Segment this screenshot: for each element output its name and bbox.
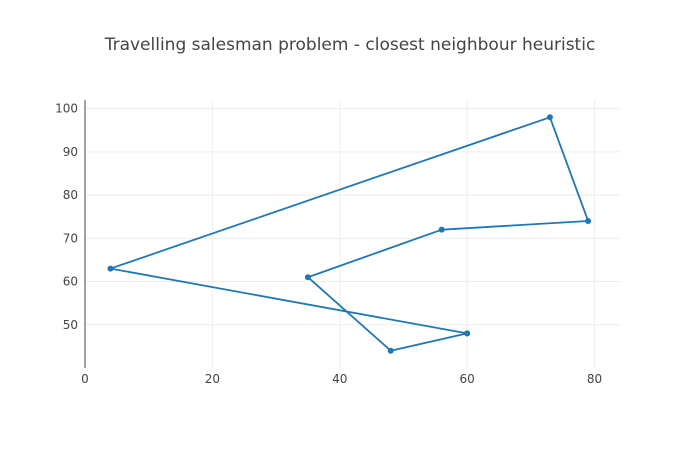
x-tick-label: 80 — [587, 372, 602, 386]
city-point — [464, 330, 471, 337]
y-tick-label: 90 — [63, 145, 78, 159]
x-tick-label: 20 — [205, 372, 220, 386]
city-point — [585, 218, 592, 225]
chart-title: Travelling salesman problem - closest ne… — [104, 35, 596, 55]
city-point — [546, 114, 553, 121]
city-point — [107, 265, 114, 272]
y-tick-label: 50 — [63, 318, 78, 332]
y-tick-label: 60 — [63, 275, 78, 289]
x-tick-label: 60 — [460, 372, 475, 386]
x-tick-label: 0 — [81, 372, 89, 386]
y-tick-label: 80 — [63, 188, 78, 202]
y-tick-label: 100 — [55, 102, 78, 116]
tour-path-line — [109, 116, 590, 352]
grid-layer — [85, 100, 620, 368]
city-point — [387, 347, 394, 354]
x-tick-label: 40 — [332, 372, 347, 386]
tick-label-layer: 0 20 40 60 80 50 60 70 80 90 100 — [55, 102, 602, 386]
y-tick-label: 70 — [63, 231, 78, 245]
city-point — [438, 226, 445, 233]
series-layer — [107, 114, 592, 354]
city-point — [304, 274, 311, 281]
